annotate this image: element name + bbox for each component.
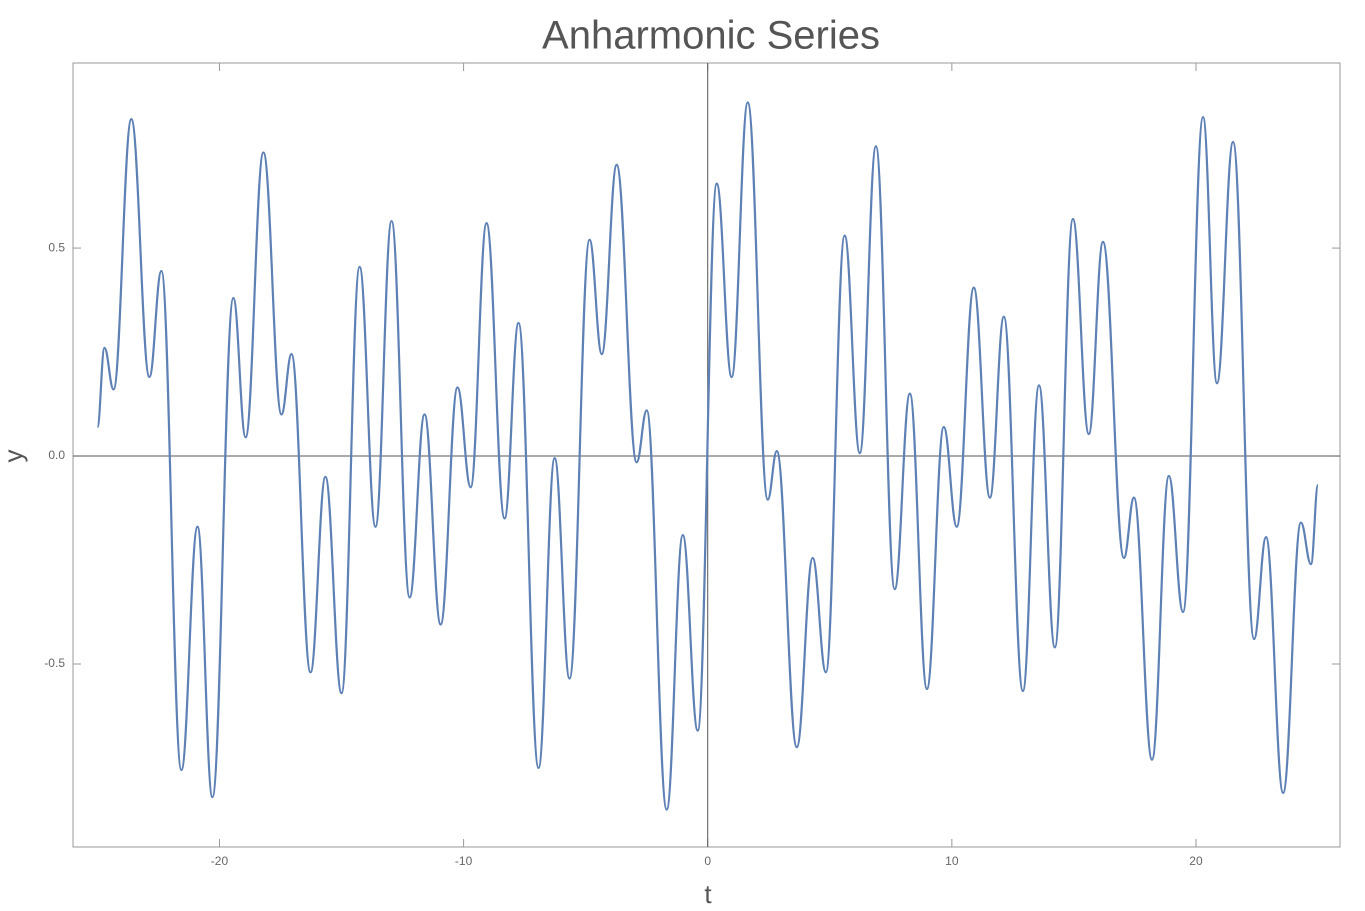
plot-frame — [72, 62, 1341, 848]
y-tick-label: -0.5 — [44, 656, 65, 670]
x-axis-label: t — [704, 879, 712, 909]
y-axis-label: y — [0, 450, 28, 463]
x-tick-label: 20 — [1189, 854, 1203, 868]
y-tick-label: 0.5 — [48, 240, 65, 254]
y-tick-label: 0.0 — [48, 448, 65, 462]
x-tick-label: 0 — [704, 854, 711, 868]
data-line — [96, 101, 1320, 811]
x-tick-label: -20 — [211, 854, 229, 868]
chart-title: Anharmonic Series — [542, 14, 880, 58]
x-tick-label: 10 — [945, 854, 959, 868]
x-tick-label: -10 — [455, 854, 473, 868]
